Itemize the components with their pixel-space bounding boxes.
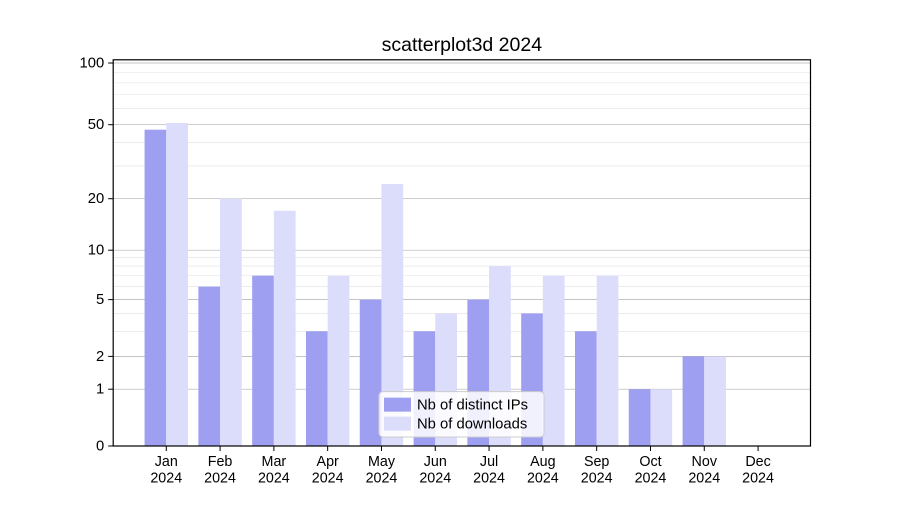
- svg-text:Aug: Aug: [530, 454, 555, 470]
- svg-text:2024: 2024: [312, 471, 344, 487]
- svg-text:2024: 2024: [581, 471, 613, 487]
- svg-text:Sep: Sep: [584, 454, 609, 470]
- svg-text:2024: 2024: [742, 471, 774, 487]
- svg-text:1: 1: [96, 382, 104, 398]
- svg-text:2024: 2024: [635, 471, 667, 487]
- svg-text:2024: 2024: [473, 471, 505, 487]
- svg-text:50: 50: [88, 117, 104, 133]
- svg-text:scatterplot3d 2024: scatterplot3d 2024: [382, 34, 543, 56]
- svg-text:Nb of distinct IPs: Nb of distinct IPs: [417, 398, 528, 414]
- svg-text:0: 0: [96, 439, 104, 455]
- svg-text:100: 100: [79, 56, 104, 72]
- svg-text:2024: 2024: [204, 471, 236, 487]
- svg-text:20: 20: [88, 191, 104, 207]
- svg-text:2024: 2024: [150, 471, 182, 487]
- svg-text:2: 2: [96, 349, 104, 365]
- svg-text:Dec: Dec: [745, 454, 770, 470]
- svg-text:Feb: Feb: [208, 454, 233, 470]
- svg-text:Jul: Jul: [480, 454, 498, 470]
- svg-text:10: 10: [88, 243, 104, 259]
- svg-text:5: 5: [96, 292, 104, 308]
- svg-text:2024: 2024: [366, 471, 398, 487]
- svg-text:Jan: Jan: [155, 454, 178, 470]
- svg-text:Jun: Jun: [424, 454, 447, 470]
- svg-text:Oct: Oct: [639, 454, 661, 470]
- svg-text:Mar: Mar: [262, 454, 287, 470]
- svg-text:2024: 2024: [688, 471, 720, 487]
- svg-text:Apr: Apr: [317, 454, 339, 470]
- svg-text:May: May: [368, 454, 396, 470]
- svg-text:2024: 2024: [527, 471, 559, 487]
- svg-text:Nb of downloads: Nb of downloads: [417, 417, 527, 433]
- svg-text:2024: 2024: [419, 471, 451, 487]
- svg-text:Nov: Nov: [692, 454, 718, 470]
- svg-text:2024: 2024: [258, 471, 290, 487]
